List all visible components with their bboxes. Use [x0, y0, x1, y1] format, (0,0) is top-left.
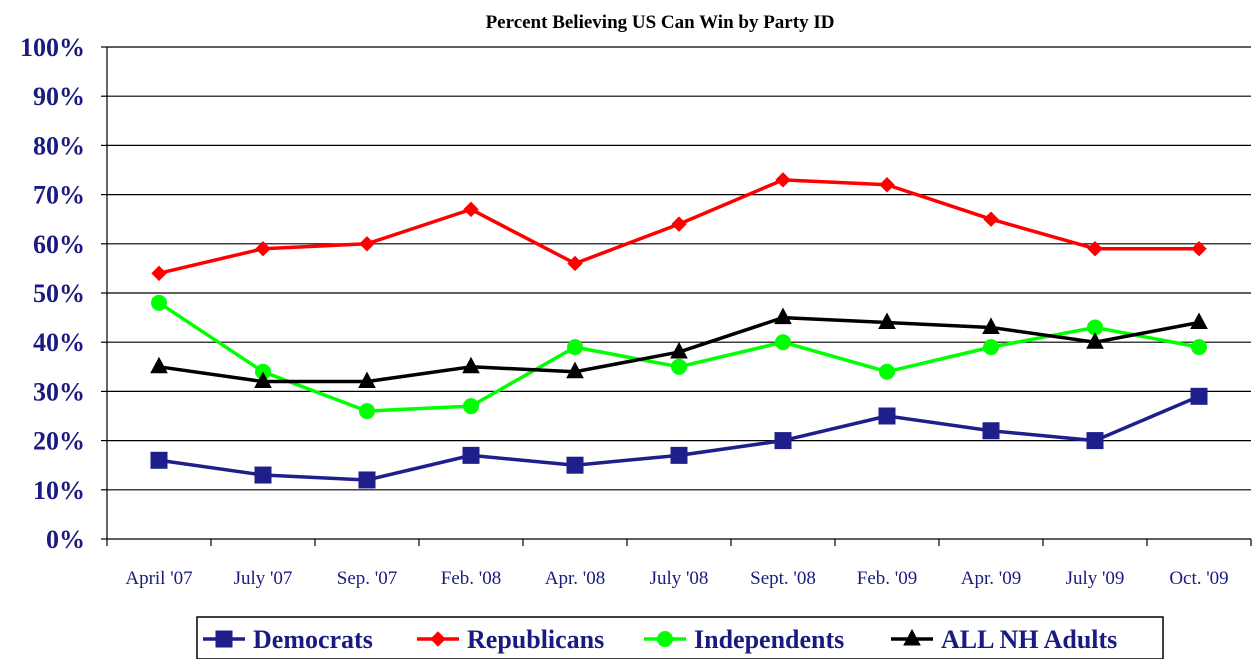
x-axis-ticks: April '07 July '07 Sep. '07 Feb. '08 Apr. '0…	[125, 568, 1228, 589]
data-point	[878, 407, 896, 425]
legend-item: ALL NH Adults	[891, 625, 1117, 654]
x-tick-label: Apr. '08	[545, 568, 605, 589]
y-tick-label: 40%	[33, 328, 85, 357]
series-all-nh-adults	[150, 307, 1208, 389]
data-point	[566, 456, 584, 474]
chart-title: Percent Believing US Can Win by Party ID	[486, 12, 835, 33]
y-tick-label: 50%	[33, 279, 85, 308]
data-point	[151, 265, 167, 282]
data-point	[774, 432, 792, 450]
data-point	[879, 363, 895, 380]
data-point	[358, 471, 376, 489]
series-democrats	[150, 387, 1208, 489]
data-point	[462, 356, 480, 374]
data-point	[1191, 241, 1207, 257]
y-tick-label: 30%	[33, 377, 85, 406]
data-point	[463, 398, 479, 415]
y-tick-label: 60%	[33, 230, 85, 259]
data-point	[879, 177, 895, 193]
data-point	[775, 172, 791, 188]
series-group	[150, 172, 1208, 489]
axes	[101, 46, 1252, 546]
y-tick-label: 20%	[33, 427, 85, 456]
x-tick-label: Sept. '08	[750, 568, 816, 589]
x-tick-label: Sep. '07	[337, 568, 397, 589]
x-tick-label: Feb. '09	[857, 568, 917, 589]
data-point	[982, 422, 1000, 440]
data-point	[1086, 332, 1104, 349]
data-point	[982, 317, 1000, 334]
y-axis-ticks: 0% 10% 20% 30% 40% 50% 60% 70% 80% 90% 100%	[20, 33, 85, 554]
data-point	[254, 466, 272, 484]
legend-swatch-marker	[215, 630, 233, 648]
y-tick-label: 80%	[33, 131, 85, 160]
legend-label: Democrats	[253, 625, 373, 654]
data-point	[671, 216, 687, 232]
data-point	[255, 241, 271, 257]
legend-label: Republicans	[467, 625, 604, 654]
legend-swatch-marker	[430, 631, 446, 647]
data-point	[150, 451, 168, 469]
x-tick-label: July '08	[650, 568, 709, 589]
y-tick-label: 0%	[46, 525, 85, 554]
data-point	[359, 236, 375, 252]
data-point	[567, 255, 583, 272]
data-point	[670, 341, 688, 359]
data-point	[983, 211, 999, 227]
x-tick-label: Feb. '08	[441, 568, 501, 589]
x-tick-label: July '09	[1066, 568, 1125, 589]
series-line	[158, 394, 1200, 482]
data-point	[1191, 339, 1207, 356]
data-point	[775, 334, 791, 351]
data-point	[150, 356, 168, 374]
data-point	[1190, 312, 1208, 330]
y-tick-label: 10%	[33, 476, 85, 505]
legend-label: Independents	[694, 625, 844, 654]
legend-item: Republicans	[417, 625, 604, 654]
data-point	[1086, 432, 1104, 450]
data-point	[463, 201, 479, 218]
y-tick-label: 70%	[33, 181, 85, 210]
data-point	[671, 358, 687, 375]
y-tick-label: 100%	[20, 33, 85, 62]
data-point	[151, 294, 167, 311]
series-republicans	[151, 172, 1207, 282]
legend: Democrats Republicans Independents ALL NH A…	[196, 616, 1164, 659]
data-point	[774, 307, 792, 325]
data-point	[567, 339, 583, 356]
legend-label: ALL NH Adults	[941, 625, 1117, 654]
x-tick-label: April '07	[125, 568, 192, 589]
data-point	[878, 312, 896, 330]
data-point	[254, 371, 272, 389]
legend-item: Independents	[644, 625, 844, 654]
legend-swatch-marker	[903, 628, 921, 646]
legend-swatch-marker	[657, 631, 673, 647]
data-point	[462, 446, 480, 464]
x-tick-label: July '07	[234, 568, 293, 589]
y-tick-label: 90%	[33, 82, 85, 111]
series-independents	[151, 294, 1207, 420]
x-tick-label: Oct. '09	[1169, 568, 1228, 589]
data-point	[1087, 241, 1103, 257]
data-point	[670, 446, 688, 464]
data-point	[566, 361, 584, 379]
data-point	[1190, 387, 1208, 405]
data-point	[358, 371, 376, 389]
data-point	[983, 339, 999, 356]
legend-item: Democrats	[203, 625, 373, 654]
data-point	[359, 403, 375, 420]
gridlines	[107, 46, 1251, 491]
x-tick-label: Apr. '09	[961, 568, 1021, 589]
